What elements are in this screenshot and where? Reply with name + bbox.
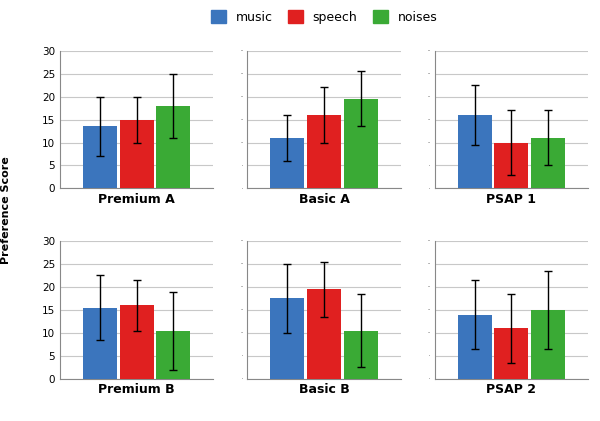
Bar [83, 126, 117, 189]
Legend: music, speech, noises: music, speech, noises [207, 6, 441, 27]
Bar [120, 120, 154, 189]
X-axis label: PSAP 1: PSAP 1 [486, 193, 536, 206]
Bar [271, 298, 304, 379]
Bar [458, 314, 491, 379]
Bar [344, 99, 377, 189]
Bar [494, 328, 528, 379]
Bar [494, 142, 528, 189]
Bar [271, 138, 304, 189]
Bar [157, 106, 190, 189]
Bar [531, 310, 565, 379]
X-axis label: Premium B: Premium B [98, 383, 175, 396]
Bar [157, 330, 190, 379]
Bar [344, 330, 377, 379]
Bar [458, 115, 491, 189]
Bar [307, 289, 341, 379]
X-axis label: Premium A: Premium A [98, 193, 175, 206]
X-axis label: Basic A: Basic A [299, 193, 349, 206]
Bar [307, 115, 341, 189]
X-axis label: PSAP 2: PSAP 2 [486, 383, 536, 396]
X-axis label: Basic B: Basic B [299, 383, 349, 396]
Bar [531, 138, 565, 189]
Bar [83, 308, 117, 379]
Text: Preference Score: Preference Score [1, 157, 11, 264]
Bar [120, 305, 154, 379]
